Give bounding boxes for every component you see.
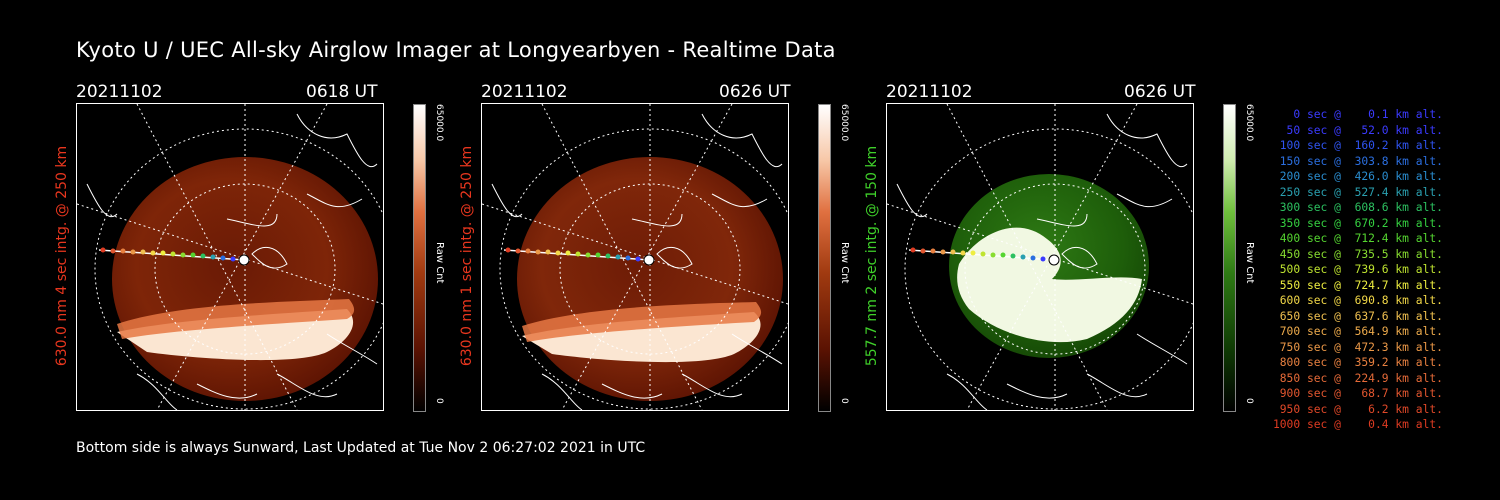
legend-entry: 550 sec @ 724.7 km alt.	[1272, 278, 1443, 292]
airglow-panel-3: 20211102 0626 UT 557.7 nm 2 sec intg. @ …	[864, 80, 1316, 430]
legend-entry: 700 sec @ 564.9 km alt.	[1272, 325, 1443, 338]
allsky-image-frame	[886, 103, 1194, 411]
panel-date: 20211102	[886, 82, 973, 102]
allsky-image-frame	[481, 103, 789, 411]
legend-entry: 350 sec @ 670.2 km alt.	[1272, 216, 1443, 230]
altitude-legend: 0 sec @ 0.1 km alt. 50 sec @ 52.0 km alt…	[1258, 108, 1443, 434]
legend-entry: 500 sec @ 739.6 km alt.	[1272, 263, 1443, 276]
legend-entry: 50 sec @ 52.0 km alt.	[1272, 123, 1443, 137]
legend-entry: 200 sec @ 426.0 km alt.	[1272, 170, 1443, 183]
colorbar	[413, 104, 426, 412]
allsky-image	[887, 104, 1193, 410]
legend-entry: 1000 sec @ 0.4 km alt.	[1272, 418, 1443, 431]
panel-date: 20211102	[481, 82, 568, 102]
page-title: Kyoto U / UEC All-sky Airglow Imager at …	[76, 38, 836, 62]
colorbar-min: 0	[839, 398, 849, 404]
colorbar-title: Raw Cnt	[434, 242, 445, 284]
legend-entry: 750 sec @ 472.3 km alt.	[1272, 340, 1443, 354]
trajectory-dots	[503, 247, 655, 266]
airglow-panel-2: 20211102 0626 UT 630.0 nm 1 sec intg. @ …	[459, 80, 911, 430]
panel-time: 0626 UT	[719, 82, 791, 102]
coastline	[86, 113, 378, 410]
coastline	[491, 113, 783, 410]
legend-entry: 900 sec @ 68.7 km alt.	[1272, 387, 1443, 400]
allsky-image	[482, 104, 788, 410]
colorbar	[818, 104, 831, 412]
legend-entry: 400 sec @ 712.4 km alt.	[1272, 232, 1443, 245]
legend-entry: 250 sec @ 527.4 km alt.	[1272, 185, 1443, 199]
colorbar-max: 65000.0	[839, 104, 849, 142]
trajectory-dots	[98, 247, 250, 266]
panel-wavelength-label: 630.0 nm 4 sec intg. @ 250 km	[54, 145, 70, 367]
panel-time: 0618 UT	[306, 82, 378, 102]
legend-entry: 800 sec @ 359.2 km alt.	[1272, 356, 1443, 369]
panel-wavelength-label: 630.0 nm 1 sec intg. @ 250 km	[459, 145, 475, 367]
allsky-image	[77, 104, 383, 410]
legend-entry: 100 sec @ 160.2 km alt.	[1272, 139, 1443, 152]
legend-entry: 950 sec @ 6.2 km alt.	[1272, 402, 1443, 416]
colorbar-title: Raw Cnt	[839, 242, 850, 284]
colorbar-min: 0	[434, 398, 444, 404]
panel-time: 0626 UT	[1124, 82, 1196, 102]
panel-wavelength-label: 557.7 nm 2 sec intg. @ 150 km	[864, 145, 880, 367]
colorbar	[1223, 104, 1236, 412]
panel-date: 20211102	[76, 82, 163, 102]
legend-entry: 600 sec @ 690.8 km alt.	[1272, 294, 1443, 307]
colorbar-max: 65000.0	[434, 104, 444, 142]
legend-entry: 850 sec @ 224.9 km alt.	[1272, 371, 1443, 385]
legend-entry: 650 sec @ 637.6 km alt.	[1272, 309, 1443, 323]
trajectory-dots	[908, 247, 1060, 266]
airglow-panel-1: 20211102 0618 UT 630.0 nm 4 sec intg. @ …	[54, 80, 506, 430]
colorbar-max: 65000.0	[1244, 104, 1254, 142]
legend-entry: 150 sec @ 303.8 km alt.	[1272, 154, 1443, 168]
colorbar-title: Raw Cnt	[1244, 242, 1255, 284]
footer-note: Bottom side is always Sunward, Last Upda…	[76, 440, 646, 456]
coastline	[896, 113, 1188, 410]
legend-entry: 0 sec @ 0.1 km alt.	[1272, 108, 1443, 121]
colorbar-min: 0	[1244, 398, 1254, 404]
legend-entry: 300 sec @ 608.6 km alt.	[1272, 201, 1443, 214]
legend-entry: 450 sec @ 735.5 km alt.	[1272, 247, 1443, 261]
allsky-image-frame	[76, 103, 384, 411]
